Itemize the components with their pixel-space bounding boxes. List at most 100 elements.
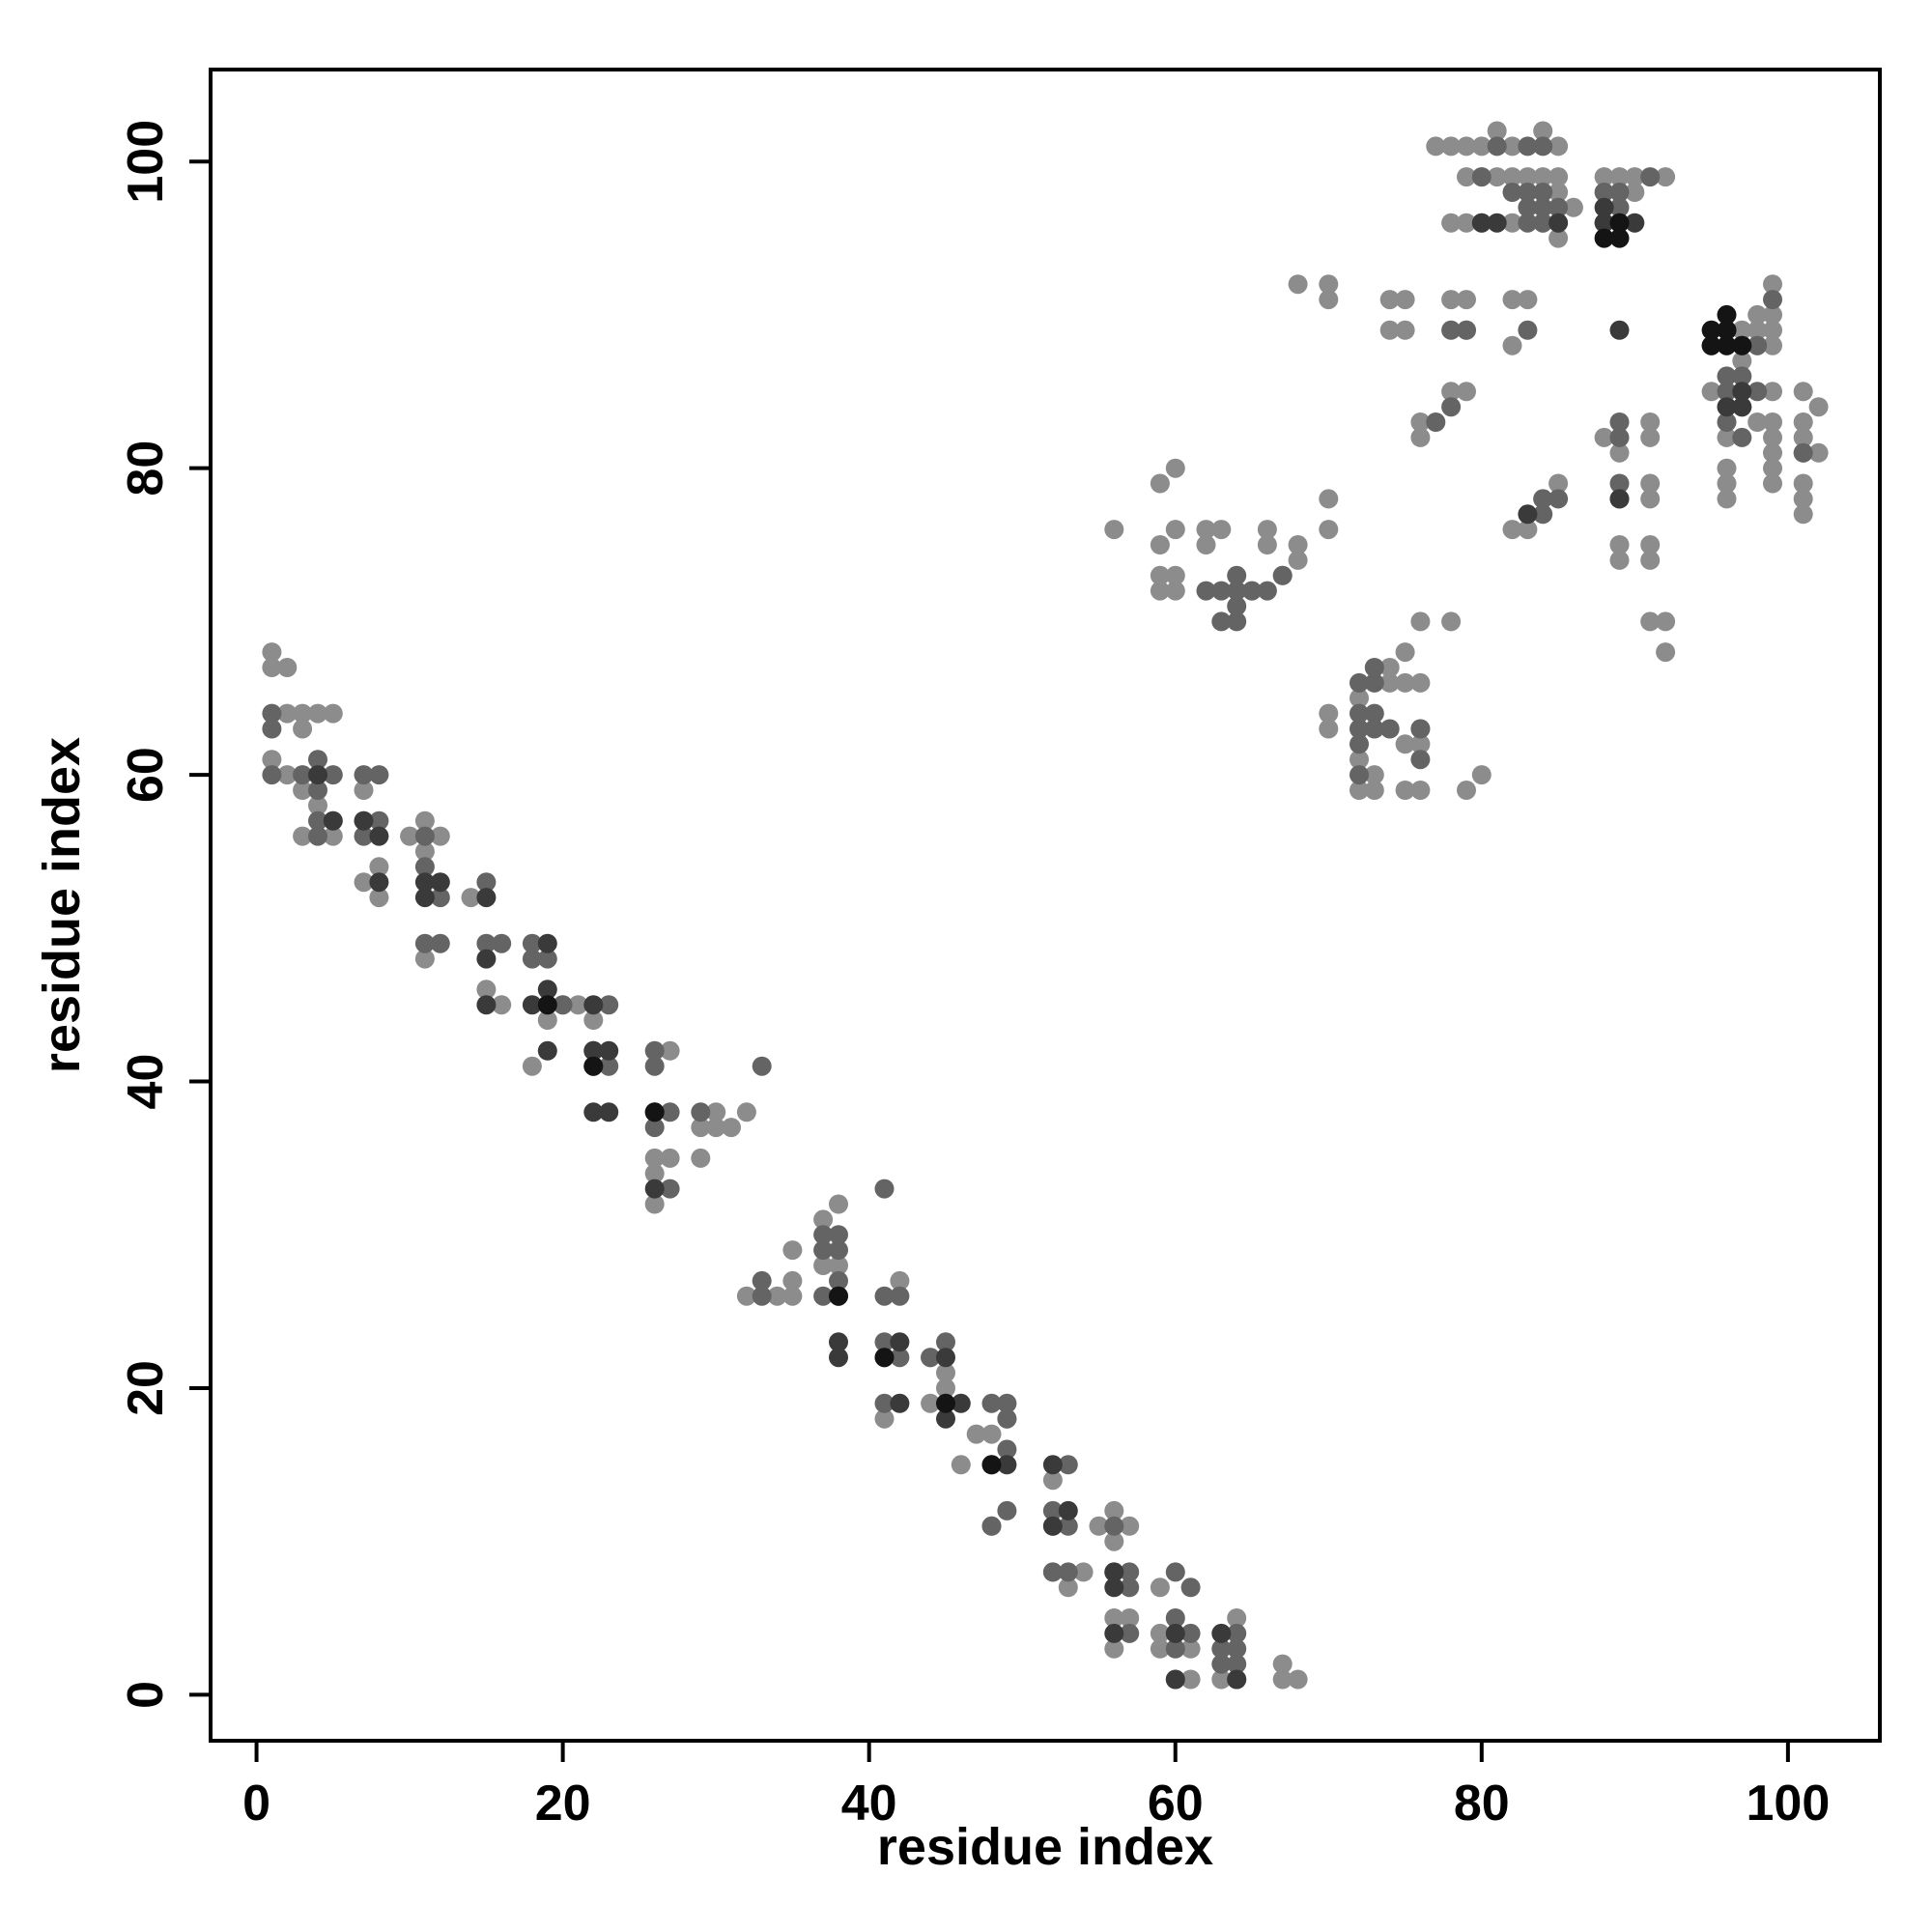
- data-point: [1763, 320, 1782, 340]
- data-point: [1594, 197, 1614, 217]
- data-point: [1563, 197, 1583, 217]
- data-point: [1211, 1669, 1232, 1690]
- data-point: [1120, 1623, 1140, 1643]
- data-point: [1104, 1500, 1124, 1520]
- data-point: [1763, 458, 1782, 478]
- data-point: [1364, 719, 1384, 739]
- data-point: [1701, 382, 1721, 402]
- data-point: [461, 888, 481, 908]
- data-point: [599, 1040, 619, 1061]
- data-point: [1319, 703, 1339, 724]
- data-point: [890, 1393, 910, 1413]
- data-point: [1165, 565, 1185, 585]
- data-point: [936, 1378, 955, 1398]
- data-point: [1502, 213, 1522, 233]
- data-point: [492, 995, 512, 1015]
- data-point: [1732, 335, 1752, 355]
- data-point: [400, 826, 420, 846]
- data-point: [706, 1102, 726, 1122]
- data-point: [1594, 427, 1614, 447]
- data-point: [1196, 520, 1216, 540]
- x-axis: 0 20 40 60 80 100: [242, 1741, 1830, 1832]
- data-point: [1227, 565, 1247, 585]
- data-point: [1180, 1623, 1201, 1643]
- data-point: [293, 703, 313, 724]
- data-point: [813, 1240, 834, 1261]
- data-point: [829, 1225, 848, 1245]
- data-point: [1487, 213, 1507, 233]
- data-point: [829, 1194, 848, 1214]
- data-point: [323, 826, 343, 846]
- data-point: [752, 1056, 772, 1076]
- data-point: [414, 810, 435, 831]
- data-point: [921, 1393, 941, 1413]
- data-point: [1457, 290, 1476, 310]
- data-point: [1717, 473, 1737, 494]
- data-point: [644, 1148, 665, 1168]
- data-point: [1165, 1669, 1185, 1690]
- data-point: [1548, 183, 1569, 202]
- data-point: [476, 949, 497, 969]
- data-point: [1747, 335, 1768, 355]
- data-point: [293, 826, 313, 846]
- data-point: [1533, 213, 1553, 233]
- data-point: [1042, 1516, 1063, 1536]
- data-point: [1319, 290, 1339, 310]
- x-tick-label: 0: [242, 1776, 270, 1832]
- data-point: [1364, 703, 1384, 724]
- data-point: [1180, 1669, 1201, 1690]
- data-point: [1533, 136, 1553, 156]
- data-point: [1502, 520, 1522, 540]
- data-point: [1701, 320, 1721, 340]
- data-point: [1211, 581, 1232, 601]
- data-point: [1625, 183, 1645, 202]
- data-point: [1227, 611, 1247, 632]
- data-point: [936, 1408, 955, 1429]
- data-point: [1640, 167, 1661, 187]
- data-point: [1042, 1455, 1063, 1475]
- data-point: [1120, 1516, 1140, 1536]
- data-point: [1319, 719, 1339, 739]
- data-point: [1701, 335, 1721, 355]
- data-point: [1104, 1577, 1124, 1598]
- data-point: [308, 781, 327, 800]
- data-point: [1609, 213, 1630, 233]
- data-point: [829, 1332, 848, 1352]
- data-point: [1319, 274, 1339, 295]
- data-point: [997, 1455, 1017, 1475]
- data-point: [1609, 442, 1630, 463]
- data-point: [1288, 550, 1308, 570]
- data-point: [1717, 397, 1737, 417]
- data-point: [262, 765, 282, 785]
- data-point: [277, 765, 298, 785]
- data-point: [354, 781, 374, 800]
- data-point: [1395, 672, 1415, 693]
- data-point: [308, 826, 327, 846]
- data-point: [767, 1286, 787, 1306]
- y-axis: 0 20 40 60 80 100: [118, 120, 211, 1709]
- data-point: [829, 1240, 848, 1261]
- data-point: [691, 1148, 711, 1168]
- data-point: [1518, 213, 1538, 233]
- data-point: [1487, 167, 1507, 187]
- data-point: [644, 1194, 665, 1214]
- data-point: [1104, 1516, 1124, 1536]
- data-point: [1441, 213, 1462, 233]
- data-point: [890, 1332, 910, 1352]
- data-point: [660, 1148, 680, 1168]
- data-point: [1089, 1516, 1109, 1536]
- data-point: [1457, 213, 1476, 233]
- data-point: [1042, 1470, 1063, 1491]
- data-point: [644, 1179, 665, 1199]
- data-point: [1196, 535, 1216, 554]
- data-point: [1625, 213, 1645, 233]
- y-axis-title: residue index: [33, 737, 91, 1073]
- data-point: [537, 995, 557, 1015]
- data-point: [1364, 781, 1384, 800]
- data-point: [1533, 504, 1553, 525]
- data-point: [1732, 366, 1752, 386]
- data-point: [414, 949, 435, 969]
- data-point: [1150, 581, 1170, 601]
- data-point: [308, 750, 327, 770]
- y-tick-label: 40: [118, 1054, 174, 1110]
